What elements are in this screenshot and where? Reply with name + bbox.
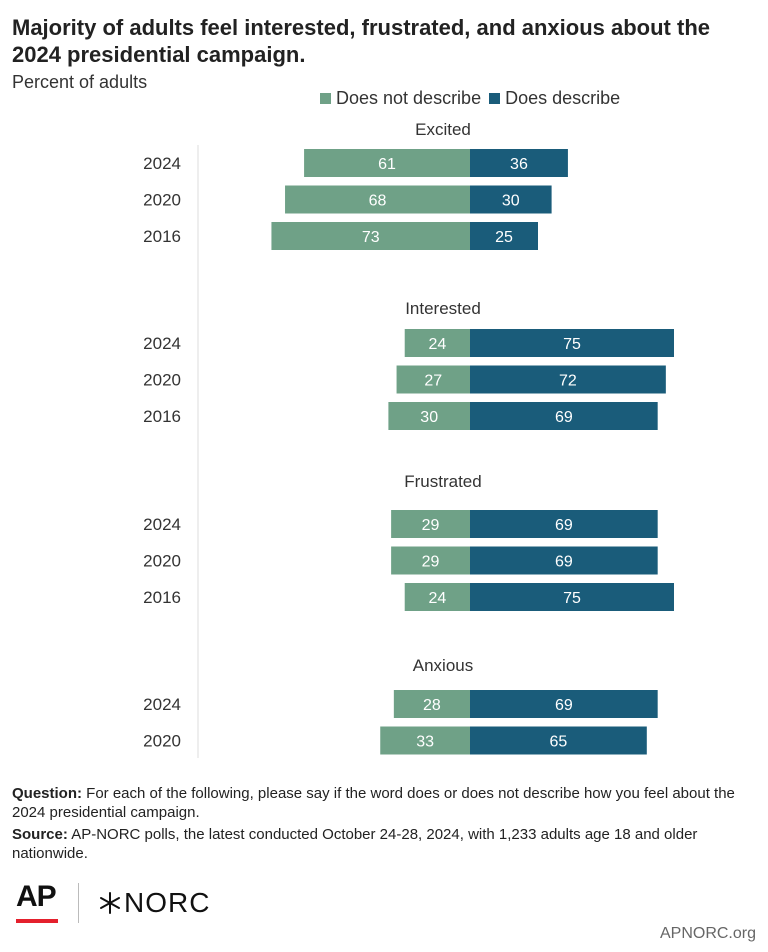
year-label: 2016	[143, 227, 181, 246]
question-text: For each of the following, please say if…	[12, 785, 735, 821]
site-url: APNORC.org	[659, 925, 756, 942]
group-label: Frustrated	[404, 472, 481, 491]
bar-not-describe	[388, 402, 470, 430]
value-label-not-describe: 28	[423, 697, 441, 714]
chart-subtitle: Percent of adults	[12, 72, 148, 92]
bar-describe	[470, 329, 674, 357]
legend-item-describe: Does describe	[489, 88, 620, 109]
group-label: Interested	[405, 299, 481, 318]
value-label-describe: 69	[555, 697, 573, 714]
bar-describe	[470, 726, 647, 755]
diverging-bar-chart: Excited 2024 61 36 2020 68 30 2016 73 25 Intereste…	[143, 120, 674, 758]
bar-not-describe	[304, 149, 470, 177]
bar-describe	[470, 690, 658, 718]
source-note: Source: AP-NORC polls, the latest conduc…	[12, 825, 756, 863]
legend-label-describe: Does describe	[505, 88, 621, 108]
legend-swatch-not-describe	[320, 93, 331, 104]
legend-label-not-describe: Does not describe	[336, 88, 482, 108]
year-label: 2024	[143, 515, 181, 534]
legend-item-not-describe: Does not describe	[320, 88, 481, 109]
value-label-describe: 72	[559, 373, 577, 390]
question-label: Question:	[12, 785, 82, 802]
logo-divider	[78, 883, 79, 923]
logos: AP NORC	[16, 880, 210, 926]
year-label: 2024	[143, 154, 181, 173]
value-label-describe: 25	[495, 229, 513, 246]
group-label: Anxious	[413, 656, 473, 675]
bar-not-describe	[396, 365, 470, 394]
bar-describe	[470, 546, 658, 575]
question-note: Question: For each of the following, ple…	[12, 784, 756, 822]
bar-not-describe	[404, 583, 470, 611]
value-label-describe: 69	[555, 554, 573, 571]
norc-star-icon	[100, 892, 120, 914]
value-label-describe: 30	[502, 193, 520, 210]
source-text: AP-NORC polls, the latest conducted Octo…	[12, 826, 698, 862]
bar-not-describe	[285, 185, 470, 214]
ap-logo: AP	[16, 880, 60, 926]
bar-not-describe	[391, 546, 470, 575]
year-label: 2016	[143, 588, 181, 607]
year-label: 2020	[143, 191, 181, 210]
value-label-not-describe: 24	[428, 336, 446, 353]
bar-describe	[470, 510, 658, 538]
value-label-not-describe: 27	[424, 373, 442, 390]
ap-logo-text: AP	[16, 880, 57, 913]
chart-title: Majority of adults feel interested, frus…	[12, 15, 710, 67]
group-label: Excited	[415, 120, 471, 139]
bar-not-describe	[380, 726, 470, 755]
year-label: 2024	[143, 695, 181, 714]
bar-describe	[470, 402, 658, 430]
bar-describe	[470, 365, 666, 394]
ap-logo-underline	[16, 919, 58, 923]
norc-logo: NORC	[99, 887, 210, 919]
bar-describe	[470, 222, 538, 250]
legend-swatch-describe	[489, 93, 501, 104]
value-label-describe: 75	[563, 590, 581, 607]
value-label-not-describe: 29	[422, 517, 440, 534]
value-label-not-describe: 30	[420, 409, 438, 426]
bar-describe	[470, 185, 552, 214]
bar-not-describe	[404, 329, 470, 357]
year-label: 2020	[143, 732, 181, 751]
value-label-describe: 69	[555, 517, 573, 534]
year-label: 2020	[143, 552, 181, 571]
year-label: 2020	[143, 371, 181, 390]
value-label-not-describe: 29	[422, 554, 440, 571]
bar-not-describe	[391, 510, 470, 538]
year-label: 2016	[143, 407, 181, 426]
value-label-not-describe: 33	[416, 734, 434, 751]
value-label-not-describe: 61	[378, 156, 396, 173]
value-label-describe: 65	[550, 734, 568, 751]
norc-logo-text: NORC	[124, 887, 211, 918]
value-label-describe: 75	[563, 336, 581, 353]
value-label-not-describe: 24	[428, 590, 446, 607]
source-label: Source:	[12, 826, 68, 843]
chart-notes: Question: For each of the following, ple…	[12, 784, 756, 866]
value-label-not-describe: 68	[369, 193, 387, 210]
value-label-describe: 69	[555, 409, 573, 426]
value-label-describe: 36	[510, 156, 528, 173]
legend: Does not describe Does describe	[320, 88, 628, 109]
value-label-not-describe: 73	[362, 229, 380, 246]
bar-describe	[470, 583, 674, 611]
bar-not-describe	[271, 222, 470, 250]
bar-not-describe	[393, 690, 470, 718]
year-label: 2024	[143, 334, 181, 353]
bar-describe	[470, 149, 568, 177]
